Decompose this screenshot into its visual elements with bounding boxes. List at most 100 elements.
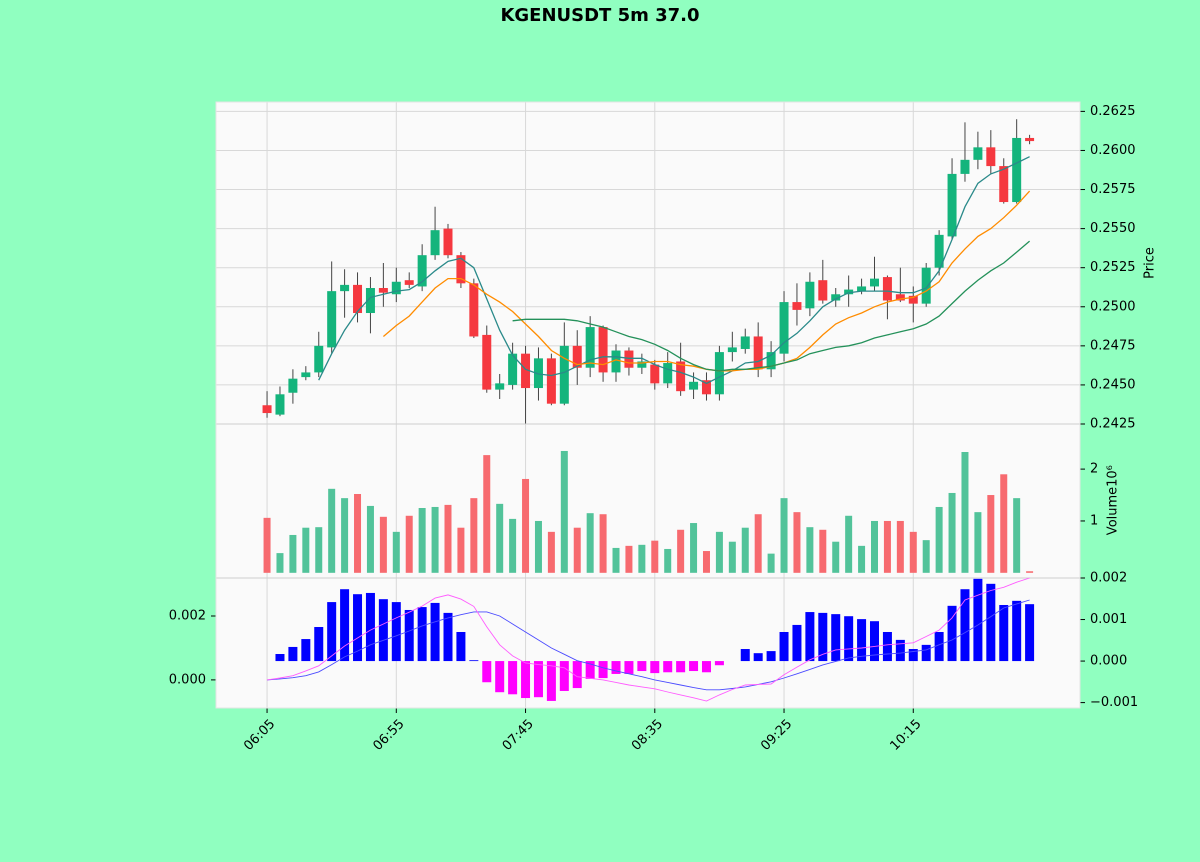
volume-bar: [677, 529, 685, 573]
volume-bar: [496, 503, 504, 573]
candle-body: [378, 288, 388, 293]
histogram-bar: [365, 592, 375, 662]
volume-bar: [289, 534, 297, 573]
volume-bar: [263, 517, 271, 573]
candle-body: [598, 327, 608, 373]
candle-body: [288, 378, 298, 393]
histogram-bar: [327, 602, 337, 662]
histogram-bar: [986, 583, 996, 662]
candle-body: [469, 283, 479, 337]
candle-body: [340, 284, 350, 292]
x-tick-label: 08:35: [629, 717, 666, 754]
histogram-bar: [495, 661, 505, 693]
y-tick-label: 0.2625: [1090, 104, 1136, 119]
candle-body: [986, 147, 996, 167]
candle-body: [882, 277, 892, 301]
histogram-bar: [714, 661, 724, 666]
histogram-bar: [1025, 604, 1035, 662]
histogram-bar: [301, 639, 311, 662]
histogram-bar: [469, 660, 479, 662]
y-axis-label: Price: [1143, 247, 1158, 279]
candle-body: [999, 166, 1009, 203]
candle-body: [831, 294, 841, 301]
candle-body: [792, 302, 802, 310]
candle-body: [546, 358, 556, 404]
volume-bar: [444, 504, 452, 573]
candle-body: [327, 291, 337, 348]
histogram-bar: [779, 631, 789, 662]
candle-body: [753, 336, 763, 370]
y-tick-label: 0.002: [169, 609, 206, 624]
histogram-bar: [559, 661, 569, 691]
histogram-bar: [417, 607, 427, 662]
volume-bar: [354, 494, 362, 573]
volume-bar: [509, 518, 517, 573]
histogram-bar: [805, 612, 815, 662]
volume-bar: [276, 553, 284, 573]
y-tick-label: 0.2550: [1090, 221, 1136, 236]
histogram-bar: [572, 661, 582, 689]
candle-body: [404, 280, 414, 285]
x-tick-label: 09:25: [758, 717, 795, 754]
candle-body: [727, 347, 737, 353]
candle-body: [1012, 137, 1022, 203]
volume-bar: [586, 513, 594, 573]
histogram-bar: [766, 651, 776, 662]
y-tick-label: 0.2525: [1090, 260, 1136, 275]
y-tick-label: −0.001: [1090, 695, 1138, 710]
volume-bar: [974, 512, 982, 573]
volume-bar: [922, 540, 930, 573]
histogram-bar: [934, 631, 944, 662]
volume-bar: [948, 492, 956, 573]
histogram-bar: [275, 654, 285, 662]
histogram-bar: [676, 661, 686, 673]
y-tick-label: 0.002: [1090, 571, 1127, 586]
line: [318, 156, 1030, 385]
candle-body: [844, 289, 854, 295]
volume-bar: [935, 506, 943, 573]
y-tick-label: 0.2475: [1090, 338, 1136, 353]
histogram-bar: [999, 604, 1009, 662]
candle-body: [650, 364, 660, 384]
candle-body: [559, 345, 569, 404]
volume-bar: [715, 531, 723, 573]
y-tick-label: 0.000: [169, 672, 206, 687]
y-tick-label: 1: [1090, 513, 1098, 528]
volume-bar: [909, 531, 917, 573]
chart-title: KGENUSDT 5m 37.0: [500, 5, 699, 26]
histogram-bar: [443, 612, 453, 662]
histogram-bar: [430, 602, 440, 662]
histogram-bar: [882, 631, 892, 662]
histogram-bar: [314, 627, 324, 662]
volume-bar: [961, 452, 969, 573]
histogram-bar: [391, 602, 401, 662]
volume-bar: [845, 515, 853, 573]
volume-bar: [728, 541, 736, 573]
candle-body: [365, 288, 375, 314]
volume-bar: [832, 541, 840, 573]
candle-body: [611, 350, 621, 373]
volume-bar: [1026, 571, 1034, 573]
histogram-bar: [895, 639, 905, 662]
volume-bar: [418, 508, 426, 573]
volume-bar: [741, 527, 749, 573]
histogram-bar: [598, 661, 608, 679]
candle-body: [908, 295, 918, 304]
volume-bar: [871, 520, 879, 573]
candle-body: [508, 353, 518, 385]
candle-body: [663, 363, 673, 384]
histogram-bar: [689, 661, 699, 672]
candle-body: [301, 372, 311, 378]
histogram-bar: [482, 661, 492, 683]
candle-body: [572, 345, 582, 368]
candle-body: [960, 159, 970, 174]
histogram-bar: [1012, 600, 1022, 662]
candle-body: [533, 358, 543, 389]
histogram-bar: [340, 589, 350, 662]
volume-bar: [702, 551, 710, 573]
volume-bar: [522, 478, 530, 573]
volume-bar: [483, 455, 491, 573]
histogram-bar: [585, 661, 595, 679]
candle-body: [870, 278, 880, 287]
